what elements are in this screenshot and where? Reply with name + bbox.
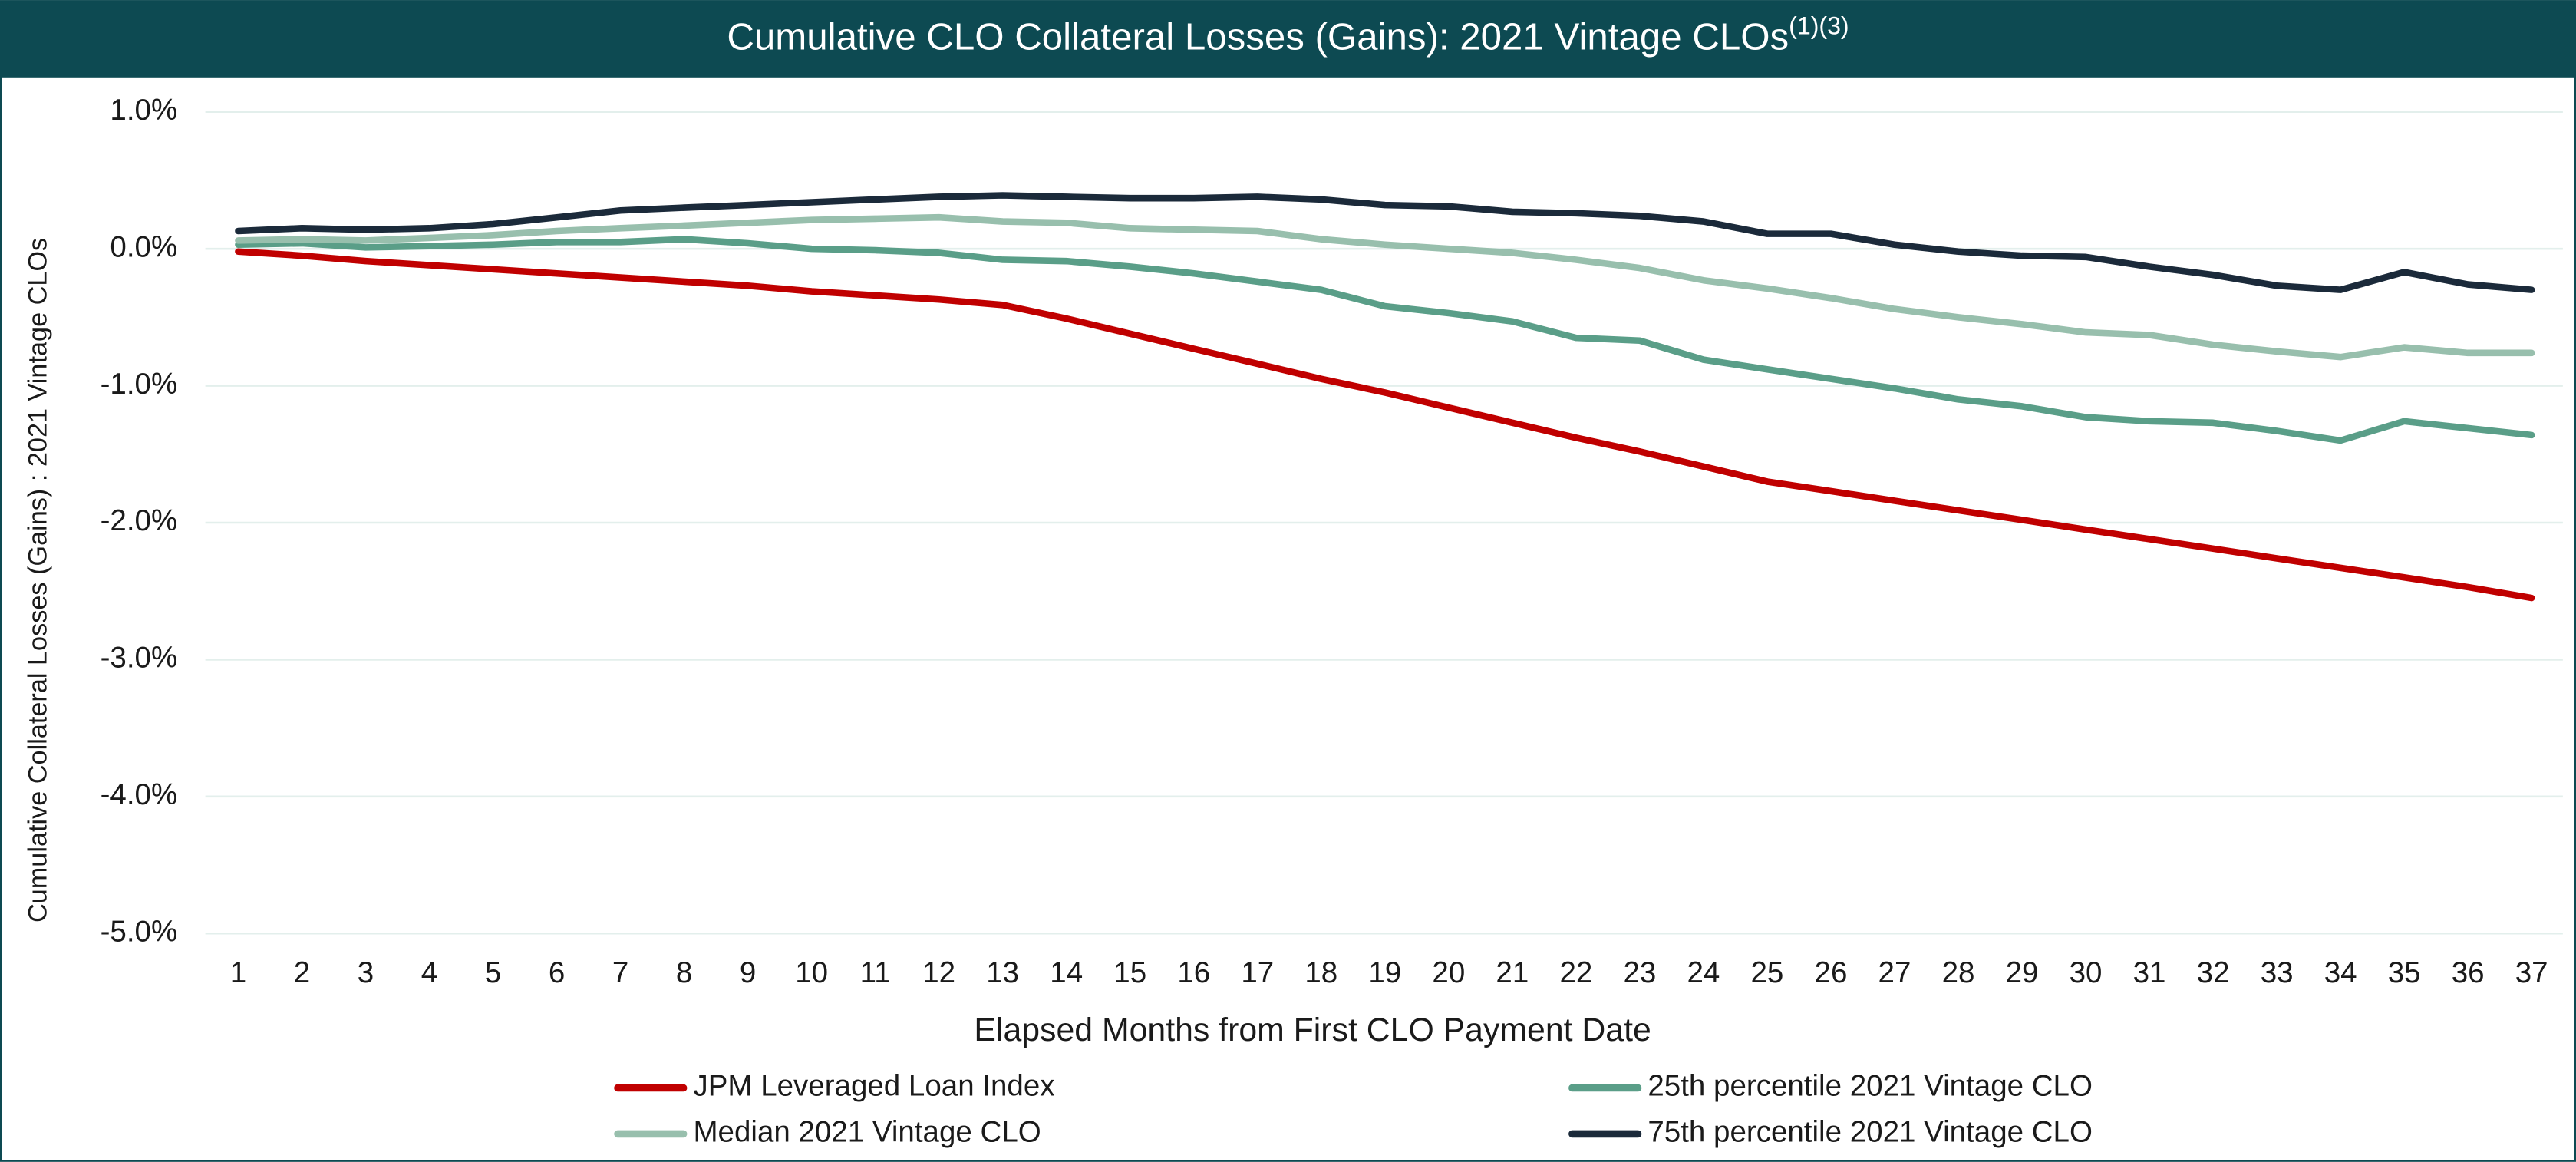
x-tick-label: 7 — [612, 956, 628, 989]
x-tick-label: 34 — [2324, 956, 2357, 989]
x-tick-label: 23 — [1623, 956, 1656, 989]
x-tick-label: 6 — [549, 956, 565, 989]
x-axis-label: Elapsed Months from First CLO Payment Da… — [974, 1012, 1651, 1048]
x-tick-label: 19 — [1368, 956, 1401, 989]
x-tick-label: 24 — [1687, 956, 1720, 989]
x-tick-label: 36 — [2452, 956, 2485, 989]
y-tick-label: 0.0% — [110, 230, 177, 263]
legend-label: 25th percentile 2021 Vintage CLO — [1648, 1070, 2093, 1103]
x-tick-label: 18 — [1304, 956, 1337, 989]
x-tick-label: 14 — [1050, 956, 1083, 989]
x-tick-label: 8 — [676, 956, 692, 989]
series-line — [235, 248, 2535, 602]
x-tick-label: 17 — [1241, 956, 1274, 989]
x-tick-label: 12 — [922, 956, 955, 989]
x-tick-label: 11 — [860, 956, 891, 989]
title-note: (1)(3) — [1789, 12, 1849, 40]
x-tick-label: 1 — [230, 956, 246, 989]
title-bar — [0, 0, 2576, 78]
x-tick-label: 20 — [1432, 956, 1465, 989]
x-tick-label: 3 — [358, 956, 374, 989]
x-tick-label: 4 — [421, 956, 437, 989]
legend-label: Median 2021 Vintage CLO — [693, 1116, 1041, 1149]
series-line — [235, 192, 2535, 293]
legend-label: 75th percentile 2021 Vintage CLO — [1648, 1116, 2093, 1149]
x-tick-label: 33 — [2261, 956, 2294, 989]
x-tick-label: 35 — [2388, 956, 2421, 989]
y-tick-label: 1.0% — [110, 94, 177, 127]
x-tick-label: 31 — [2133, 956, 2166, 989]
x-tick-label: 26 — [1815, 956, 1848, 989]
y-axis-label: Cumulative Collateral Losses (Gains) : 2… — [23, 238, 52, 923]
x-tick-label: 25 — [1751, 956, 1784, 989]
x-tick-label: 27 — [1878, 956, 1911, 989]
x-tick-label: 21 — [1496, 956, 1529, 989]
x-tick-label: 2 — [294, 956, 310, 989]
x-tick-label: 28 — [1942, 956, 1975, 989]
x-tick-label: 37 — [2515, 956, 2548, 989]
series-line — [235, 236, 2535, 444]
x-tick-label: 30 — [2070, 956, 2103, 989]
chart-title: Cumulative CLO Collateral Losses (Gains)… — [727, 12, 1849, 58]
x-tick-label: 5 — [485, 956, 501, 989]
x-tick-label: 32 — [2197, 956, 2230, 989]
legend-label: JPM Leveraged Loan Index — [693, 1070, 1054, 1103]
y-tick-label: -1.0% — [101, 368, 178, 401]
x-tick-label: 13 — [986, 956, 1019, 989]
title-text: Cumulative CLO Collateral Losses (Gains)… — [727, 16, 1789, 58]
x-tick-label: 22 — [1559, 956, 1592, 989]
x-tick-label: 16 — [1177, 956, 1210, 989]
x-tick-label: 29 — [2006, 956, 2039, 989]
x-tick-label: 15 — [1113, 956, 1146, 989]
y-tick-label: -5.0% — [101, 915, 178, 948]
x-tick-label: 10 — [795, 956, 828, 989]
series-line — [235, 213, 2535, 361]
y-tick-label: -4.0% — [101, 778, 178, 811]
y-tick-label: -3.0% — [101, 642, 178, 675]
x-tick-label: 9 — [740, 956, 756, 989]
y-tick-label: -2.0% — [101, 504, 178, 537]
